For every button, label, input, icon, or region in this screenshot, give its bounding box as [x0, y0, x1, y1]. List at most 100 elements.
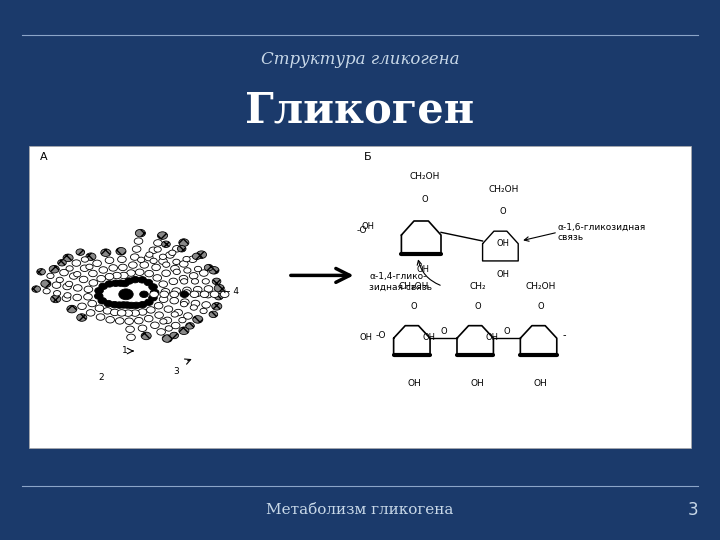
Text: CH₂OH: CH₂OH [526, 282, 556, 291]
Circle shape [104, 300, 112, 307]
Circle shape [171, 312, 179, 317]
Circle shape [73, 285, 82, 291]
Circle shape [120, 302, 128, 308]
Circle shape [141, 332, 151, 340]
Circle shape [192, 300, 200, 307]
Circle shape [132, 246, 141, 252]
Circle shape [49, 266, 59, 273]
Circle shape [202, 302, 210, 308]
Circle shape [159, 296, 168, 302]
Circle shape [95, 287, 104, 294]
Circle shape [105, 273, 114, 280]
Circle shape [116, 247, 126, 255]
Circle shape [63, 284, 71, 290]
Circle shape [180, 291, 189, 298]
Circle shape [81, 265, 89, 272]
Circle shape [150, 289, 159, 296]
Circle shape [112, 280, 120, 287]
Circle shape [138, 301, 147, 308]
Circle shape [135, 230, 145, 237]
Text: CH₂OH: CH₂OH [410, 172, 440, 181]
Text: O: O [440, 327, 447, 335]
Circle shape [99, 267, 107, 273]
Circle shape [199, 270, 208, 276]
Circle shape [209, 311, 217, 318]
Circle shape [144, 279, 153, 286]
Circle shape [168, 250, 176, 255]
Circle shape [103, 308, 112, 314]
Text: CH₂OH: CH₂OH [489, 185, 519, 193]
Circle shape [73, 272, 81, 277]
Circle shape [43, 288, 50, 294]
Circle shape [146, 252, 153, 258]
Circle shape [215, 293, 223, 300]
Circle shape [127, 334, 135, 341]
Circle shape [174, 309, 183, 316]
Circle shape [170, 298, 179, 304]
Circle shape [193, 315, 203, 323]
FancyBboxPatch shape [29, 146, 691, 448]
Circle shape [145, 254, 153, 261]
Circle shape [148, 295, 157, 301]
Circle shape [138, 309, 147, 315]
Circle shape [173, 246, 181, 252]
Circle shape [181, 301, 188, 307]
Circle shape [117, 309, 126, 316]
Circle shape [171, 265, 179, 272]
Circle shape [110, 309, 119, 316]
Circle shape [190, 305, 197, 310]
Circle shape [41, 280, 51, 287]
Circle shape [145, 299, 153, 306]
Circle shape [170, 291, 179, 298]
Circle shape [89, 270, 97, 276]
Circle shape [181, 279, 188, 284]
Circle shape [200, 308, 207, 314]
Circle shape [93, 260, 102, 267]
Circle shape [149, 247, 158, 253]
Text: Метаболизм гликогена: Метаболизм гликогена [266, 503, 454, 517]
Circle shape [158, 258, 167, 265]
Circle shape [86, 309, 95, 316]
Circle shape [97, 275, 106, 282]
Circle shape [186, 322, 194, 329]
Circle shape [169, 278, 178, 285]
Circle shape [173, 269, 180, 274]
Circle shape [96, 314, 105, 320]
Circle shape [81, 257, 89, 262]
Text: O: O [537, 302, 544, 310]
Circle shape [112, 272, 121, 279]
Circle shape [149, 284, 158, 290]
Circle shape [132, 302, 140, 308]
Text: ← 4: ← 4 [223, 287, 239, 296]
Text: OH: OH [486, 333, 499, 342]
Circle shape [212, 302, 222, 310]
Text: O: O [410, 302, 418, 310]
Circle shape [154, 302, 163, 309]
Circle shape [63, 254, 73, 262]
Circle shape [95, 305, 104, 312]
Circle shape [110, 301, 119, 308]
Text: OH: OH [407, 379, 421, 388]
Circle shape [161, 288, 170, 295]
Circle shape [119, 289, 133, 300]
Circle shape [165, 326, 172, 331]
Circle shape [194, 286, 202, 293]
Circle shape [194, 266, 202, 272]
Circle shape [105, 281, 114, 287]
Circle shape [88, 300, 96, 307]
Text: OH: OH [417, 266, 430, 274]
Text: O: O [421, 195, 428, 204]
Circle shape [212, 278, 221, 285]
Text: OH: OH [359, 333, 372, 342]
Circle shape [173, 259, 180, 265]
Circle shape [62, 295, 71, 301]
Circle shape [37, 268, 45, 275]
Circle shape [204, 293, 212, 298]
Circle shape [146, 307, 155, 313]
Circle shape [66, 281, 73, 287]
Circle shape [154, 247, 161, 252]
Circle shape [123, 302, 132, 308]
Text: А: А [40, 152, 48, 163]
Circle shape [73, 294, 81, 301]
Text: O: O [503, 327, 510, 335]
